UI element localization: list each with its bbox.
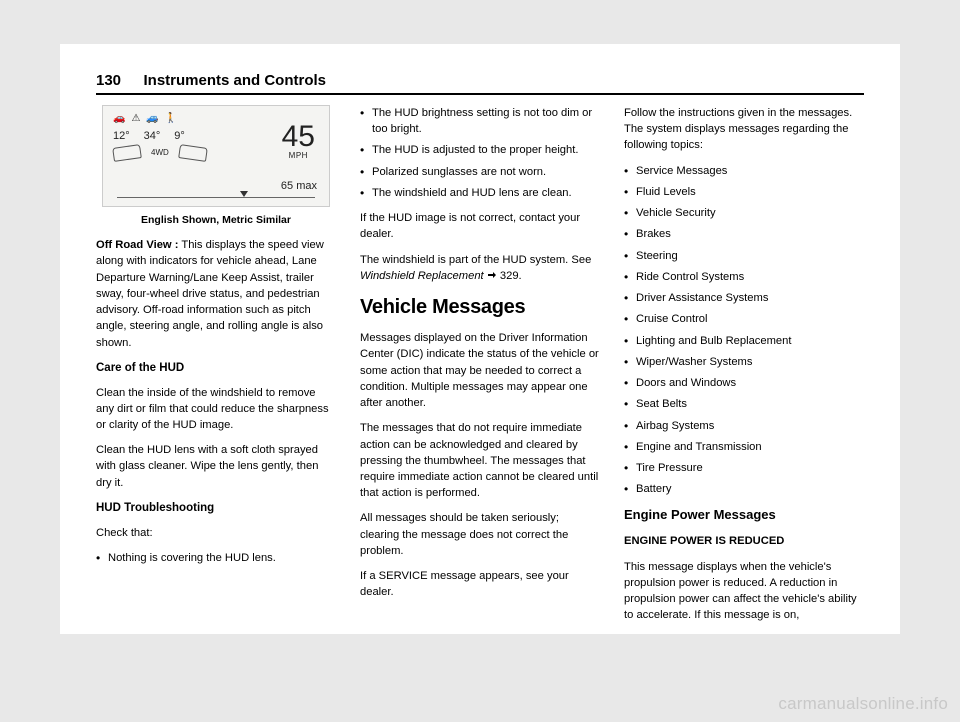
page-number: 130 bbox=[96, 72, 121, 89]
list-item: Wiper/Washer Systems bbox=[624, 354, 864, 370]
steer-angle: 34° bbox=[144, 129, 161, 145]
column-1: 🚗 ⚠ 🚙 🚶 12° 34° 9° 4WD 45 MPH bbox=[96, 105, 336, 632]
list-item: Fluid Levels bbox=[624, 184, 864, 200]
vm-p1: Messages displayed on the Driver Informa… bbox=[360, 330, 600, 411]
max-label: 65 max bbox=[281, 179, 317, 195]
list-item: Ride Control Systems bbox=[624, 269, 864, 285]
trailer-icon: 🚙 bbox=[146, 112, 158, 127]
manual-page: 130 Instruments and Controls 🚗 ⚠ 🚙 🚶 12°… bbox=[60, 44, 900, 634]
figure-caption: English Shown, Metric Similar bbox=[96, 213, 336, 228]
list-item: Engine and Transmission bbox=[624, 439, 864, 455]
list-item: Lighting and Bulb Replacement bbox=[624, 333, 864, 349]
pedestrian-icon: 🚶 bbox=[165, 112, 177, 127]
topics-list: Service Messages Fluid Levels Vehicle Se… bbox=[624, 163, 864, 498]
epm-sub: ENGINE POWER IS REDUCED bbox=[624, 533, 864, 549]
lane-warn-icon: ⚠ bbox=[131, 112, 140, 127]
check-list-2: The HUD brightness setting is not too di… bbox=[360, 105, 600, 201]
contact-dealer: If the HUD image is not correct, contact… bbox=[360, 210, 600, 242]
page-header: 130 Instruments and Controls bbox=[96, 72, 864, 95]
list-item: Brakes bbox=[624, 226, 864, 242]
vm-p3: All messages should be taken seriously; … bbox=[360, 510, 600, 559]
content-columns: 🚗 ⚠ 🚙 🚶 12° 34° 9° 4WD 45 MPH bbox=[96, 105, 864, 632]
list-item: The HUD is adjusted to the proper height… bbox=[360, 142, 600, 158]
windshield-page: 329. bbox=[497, 270, 522, 282]
list-item: Airbag Systems bbox=[624, 418, 864, 434]
list-item: The HUD brightness setting is not too di… bbox=[360, 105, 600, 137]
trouble-heading: HUD Troubleshooting bbox=[96, 500, 336, 517]
care-p1: Clean the inside of the windshield to re… bbox=[96, 385, 336, 434]
car-pitch-icon bbox=[112, 145, 142, 163]
figure-speedbar: 65 max bbox=[117, 197, 315, 198]
section-title: Instruments and Controls bbox=[143, 72, 326, 89]
off-road-label: Off Road View : bbox=[96, 239, 178, 251]
list-item: Polarized sunglasses are not worn. bbox=[360, 164, 600, 180]
pitch-angle: 12° bbox=[113, 129, 130, 145]
topics-intro: Follow the instructions given in the mes… bbox=[624, 105, 864, 154]
figure-speed: 45 MPH bbox=[282, 122, 315, 160]
column-3: Follow the instructions given in the mes… bbox=[624, 105, 864, 632]
vehicle-messages-heading: Vehicle Messages bbox=[360, 293, 600, 322]
watermark: carmanualsonline.info bbox=[778, 694, 948, 714]
fourwd-label: 4WD bbox=[151, 149, 169, 157]
vm-p2: The messages that do not require immedia… bbox=[360, 420, 600, 501]
column-2: The HUD brightness setting is not too di… bbox=[360, 105, 600, 632]
windshield-ref-p: The windshield is part of the HUD system… bbox=[360, 252, 600, 284]
epm-heading: Engine Power Messages bbox=[624, 506, 864, 525]
list-item: Steering bbox=[624, 248, 864, 264]
list-item: The windshield and HUD lens are clean. bbox=[360, 185, 600, 201]
care-p2: Clean the HUD lens with a soft cloth spr… bbox=[96, 442, 336, 491]
windshield-ref: Windshield Replacement bbox=[360, 270, 484, 282]
windshield-text: The windshield is part of the HUD system… bbox=[360, 254, 591, 266]
list-item: Doors and Windows bbox=[624, 375, 864, 391]
off-road-text: This displays the speed view along with … bbox=[96, 239, 324, 348]
list-item: Cruise Control bbox=[624, 311, 864, 327]
car-roll-icon bbox=[178, 145, 208, 163]
hud-figure: 🚗 ⚠ 🚙 🚶 12° 34° 9° 4WD 45 MPH bbox=[102, 105, 330, 207]
check-that: Check that: bbox=[96, 525, 336, 541]
page-ref-icon bbox=[487, 269, 497, 285]
list-item: Nothing is covering the HUD lens. bbox=[96, 550, 336, 566]
check-list-1: Nothing is covering the HUD lens. bbox=[96, 550, 336, 566]
off-road-paragraph: Off Road View : This displays the speed … bbox=[96, 237, 336, 351]
speed-value: 45 bbox=[282, 122, 315, 152]
list-item: Tire Pressure bbox=[624, 460, 864, 476]
speed-unit: MPH bbox=[282, 152, 315, 160]
list-item: Battery bbox=[624, 481, 864, 497]
list-item: Vehicle Security bbox=[624, 205, 864, 221]
roll-angle: 9° bbox=[174, 129, 185, 145]
vehicle-ahead-icon: 🚗 bbox=[113, 112, 125, 127]
care-heading: Care of the HUD bbox=[96, 360, 336, 377]
list-item: Driver Assistance Systems bbox=[624, 290, 864, 306]
list-item: Service Messages bbox=[624, 163, 864, 179]
epm-p1: This message displays when the vehicle's… bbox=[624, 559, 864, 624]
vm-p4: If a SERVICE message appears, see your d… bbox=[360, 568, 600, 600]
list-item: Seat Belts bbox=[624, 396, 864, 412]
